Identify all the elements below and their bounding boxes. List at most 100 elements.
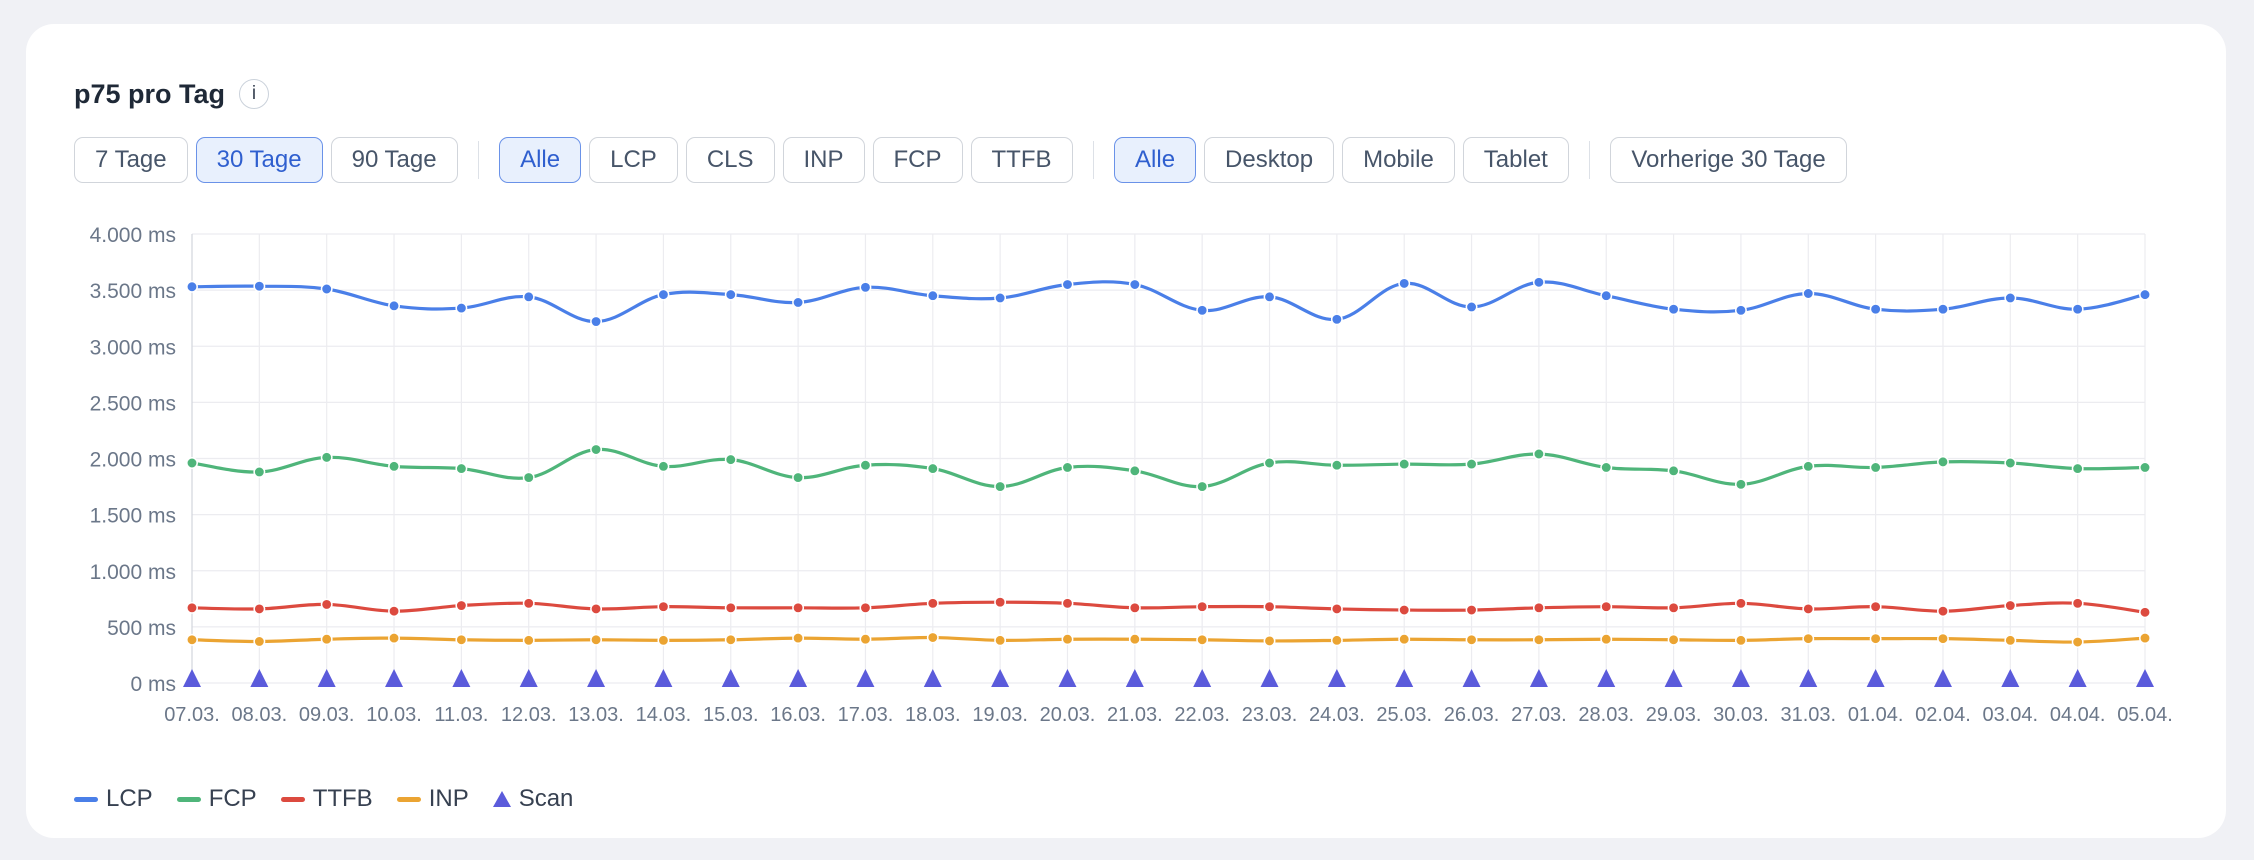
data-point-ttfb — [994, 596, 1007, 609]
data-point-inp — [859, 633, 872, 646]
data-point-inp — [926, 631, 939, 644]
data-point-fcp — [2139, 461, 2151, 474]
data-point-fcp — [1398, 458, 1411, 471]
data-point-inp — [657, 634, 670, 647]
data-point-ttfb — [186, 601, 198, 614]
data-point-inp — [1734, 634, 1747, 647]
data-point-lcp — [994, 292, 1007, 304]
scan-marker — [1125, 669, 1144, 687]
metric-lcp-button[interactable]: LCP — [589, 137, 678, 183]
x-tick-label: 18.03. — [905, 704, 961, 726]
y-tick-label: 0 ms — [130, 673, 176, 696]
device-tablet-button[interactable]: Tablet — [1462, 137, 1569, 183]
y-tick-label: 3.000 ms — [90, 336, 176, 359]
metric-inp-button[interactable]: INP — [782, 137, 865, 183]
legend-item-scan[interactable]: Scan — [492, 785, 573, 813]
data-point-fcp — [724, 453, 737, 466]
data-point-fcp — [1128, 464, 1141, 477]
scan-marker — [654, 669, 673, 687]
data-point-fcp — [253, 466, 266, 478]
device-desktop-button[interactable]: Desktop — [1204, 137, 1335, 183]
data-point-lcp — [1802, 287, 1815, 300]
data-point-fcp — [657, 460, 670, 473]
metric-cls-button[interactable]: CLS — [685, 137, 775, 183]
legend-item-ttfb[interactable]: TTFB — [280, 785, 373, 813]
legend-label-ttfb: TTFB — [312, 785, 373, 812]
chart-card: p75 pro Tag i 7 Tage 30 Tage 90 Tage All… — [26, 24, 2226, 838]
line-chart: 0 ms 500 ms 1.000 ms 1.500 ms 2.000 ms 2.500 … — [90, 224, 2173, 726]
data-point-ttfb — [1802, 602, 1815, 615]
data-point-lcp — [1061, 278, 1074, 291]
data-point-ttfb — [2071, 597, 2084, 610]
scan-marker — [452, 669, 471, 687]
metric-all-button[interactable]: Alle — [499, 137, 582, 183]
data-point-fcp — [320, 451, 333, 464]
range-90-days-button[interactable]: 90 Tage — [330, 137, 458, 183]
metric-fcp-button[interactable]: FCP — [872, 137, 963, 183]
data-point-fcp — [1937, 455, 1949, 468]
y-tick-label: 2.500 ms — [90, 392, 176, 415]
data-point-ttfb — [590, 602, 603, 615]
scan-marker — [1327, 669, 1346, 687]
scan-marker — [1058, 669, 1077, 687]
data-point-inp — [1330, 634, 1343, 647]
y-tick-label: 1.000 ms — [90, 561, 176, 584]
data-point-inp — [455, 633, 468, 646]
legend-triangle-icon — [492, 791, 511, 807]
data-point-lcp — [388, 299, 400, 312]
data-point-fcp — [1465, 458, 1478, 471]
scan-marker — [317, 669, 336, 687]
data-point-fcp — [1330, 459, 1343, 472]
x-tick-label: 17.03. — [838, 704, 894, 726]
data-point-inp — [1937, 632, 1949, 645]
x-tick-label: 12.03. — [501, 704, 557, 726]
scan-marker — [789, 669, 808, 687]
legend-item-lcp[interactable]: LCP — [74, 785, 153, 813]
info-icon[interactable]: i — [239, 79, 270, 109]
data-point-inp — [1869, 632, 1882, 645]
data-point-inp — [1600, 633, 1613, 646]
data-point-lcp — [1263, 290, 1276, 303]
data-point-lcp — [1196, 304, 1209, 317]
data-point-ttfb — [1734, 597, 1747, 610]
chart-legend: LCP FCP TTFB INP Scan — [74, 782, 597, 816]
x-tick-label: 31.03. — [1780, 704, 1836, 726]
filter-divider — [1588, 141, 1591, 179]
x-tick-label: 26.03. — [1444, 704, 1500, 726]
data-point-lcp — [2071, 303, 2084, 316]
data-point-ttfb — [1600, 600, 1613, 613]
scan-marker — [1597, 669, 1616, 687]
data-point-ttfb — [792, 601, 805, 614]
legend-item-inp[interactable]: INP — [396, 785, 469, 813]
data-point-fcp — [1196, 480, 1209, 493]
data-point-fcp — [590, 443, 603, 456]
data-point-ttfb — [926, 597, 939, 610]
legend-item-fcp[interactable]: FCP — [176, 785, 257, 813]
data-point-inp — [186, 633, 198, 646]
data-point-inp — [1465, 633, 1478, 646]
scan-marker — [1462, 669, 1481, 687]
range-30-days-button[interactable]: 30 Tage — [195, 137, 323, 183]
x-tick-label: 10.03. — [366, 704, 422, 726]
data-point-fcp — [1600, 461, 1613, 474]
data-point-fcp — [186, 457, 198, 469]
x-tick-label: 22.03. — [1174, 704, 1230, 726]
x-tick-label: 16.03. — [770, 704, 826, 726]
compare-previous-button[interactable]: Vorherige 30 Tage — [1610, 137, 1847, 183]
device-all-button[interactable]: Alle — [1114, 137, 1197, 183]
data-point-fcp — [1802, 460, 1815, 473]
x-tick-label: 07.03. — [164, 704, 220, 726]
range-7-days-button[interactable]: 7 Tage — [74, 137, 188, 183]
data-point-lcp — [1600, 289, 1613, 302]
data-point-inp — [590, 633, 603, 646]
series-line-ttfb — [191, 600, 2146, 614]
data-point-inp — [2071, 636, 2084, 648]
data-point-lcp — [455, 302, 468, 315]
device-mobile-button[interactable]: Mobile — [1342, 137, 1455, 183]
metric-ttfb-button[interactable]: TTFB — [970, 137, 1073, 183]
data-point-ttfb — [320, 598, 333, 611]
filter-divider — [477, 141, 480, 179]
data-point-ttfb — [859, 601, 872, 614]
data-point-inp — [1128, 633, 1141, 646]
legend-label-lcp: LCP — [106, 785, 153, 812]
